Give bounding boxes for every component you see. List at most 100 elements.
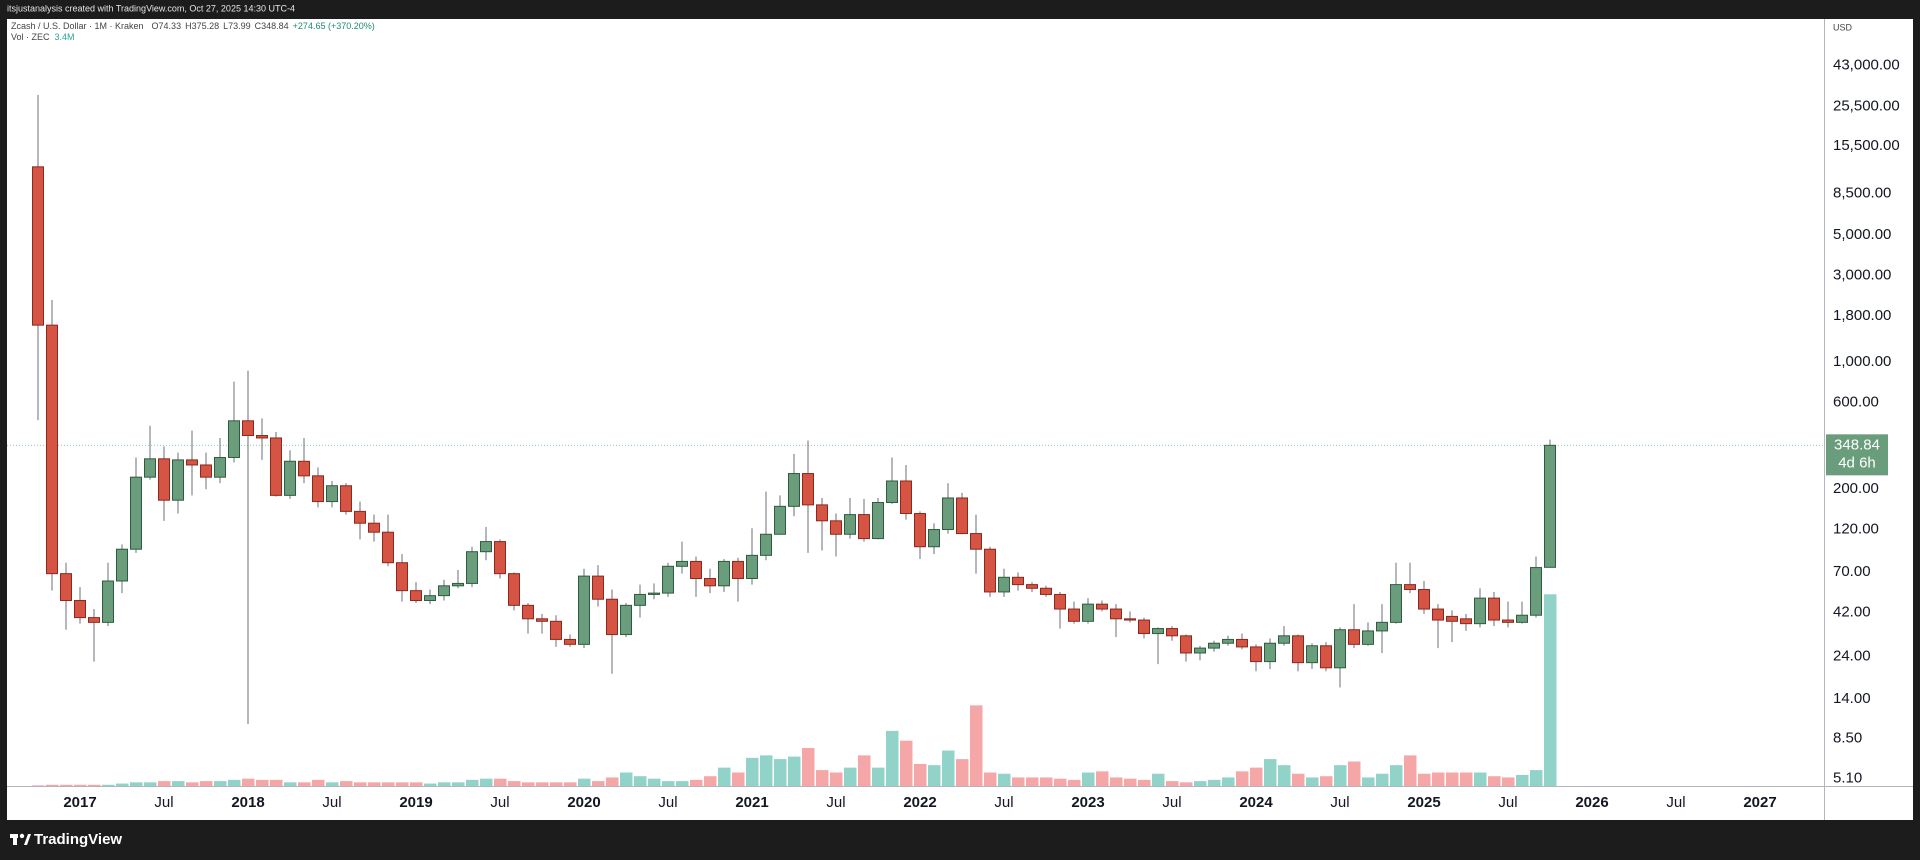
volume-bar: [382, 782, 395, 786]
volume-bar: [760, 755, 773, 786]
volume-bar: [676, 781, 689, 786]
volume-bar: [32, 785, 45, 786]
candle-body: [1152, 628, 1164, 635]
volume-bar: [1306, 777, 1319, 786]
volume-bar: [592, 781, 605, 786]
y-tick-label: 200.00: [1833, 480, 1879, 497]
candle-body: [1418, 589, 1430, 610]
candle-body: [1166, 628, 1178, 637]
candle-body: [256, 435, 268, 439]
candle-body: [844, 514, 856, 535]
candle-body: [1320, 645, 1332, 669]
candle-body: [298, 460, 310, 477]
volume-bar: [606, 777, 619, 786]
y-tick-label: 600.00: [1833, 394, 1879, 411]
candle-body: [984, 548, 996, 593]
volume-bar: [718, 767, 731, 786]
y-tick-label: 120.00: [1833, 520, 1879, 537]
candle-body: [46, 324, 58, 575]
volume-bar: [284, 782, 297, 786]
candle-body: [1446, 615, 1458, 622]
candle-body: [550, 620, 562, 640]
candle-body: [396, 562, 408, 592]
brand: TradingView: [34, 831, 122, 848]
candle-body: [662, 565, 674, 594]
volume-bar: [214, 781, 227, 786]
candle-body: [1054, 593, 1066, 610]
volume-title: Vol · ZEC: [11, 32, 50, 42]
volume-bar: [186, 782, 199, 786]
volume-bar: [550, 782, 563, 786]
volume-bar: [844, 767, 857, 786]
volume-bar: [1068, 779, 1081, 786]
candle-body: [536, 618, 548, 622]
candle-body: [1124, 618, 1136, 621]
y-tick-label: 70.00: [1833, 563, 1871, 580]
candle-body: [690, 560, 702, 580]
candle-body: [760, 533, 772, 556]
volume-bar: [816, 770, 829, 786]
y-tick-label: 1,000.00: [1833, 353, 1891, 370]
volume-bar: [228, 779, 241, 786]
x-tick-label: Jul: [1162, 794, 1181, 811]
x-tick-label: 2025: [1407, 794, 1440, 811]
ohlc-label: C348.84: [255, 21, 289, 31]
candle-body: [32, 166, 44, 326]
volume-bar: [130, 782, 143, 786]
volume-bar: [116, 783, 129, 786]
candle-body: [158, 458, 170, 501]
candle-body: [480, 541, 492, 553]
volume-bar: [578, 778, 591, 786]
x-tick-label: 2019: [399, 794, 432, 811]
candle-body: [368, 522, 380, 533]
volume-bar: [1082, 772, 1095, 786]
change-label: +274.65 (+370.20%): [293, 21, 375, 31]
candle-body: [592, 575, 604, 600]
volume-bar: [74, 784, 87, 786]
candle-body: [214, 456, 226, 478]
candle-body: [116, 548, 128, 582]
volume-bar: [1460, 772, 1473, 786]
candle-body: [144, 458, 156, 478]
volume-bar: [928, 765, 941, 786]
candle-body: [956, 497, 968, 535]
volume-bar: [1166, 781, 1179, 786]
logo-part: [24, 834, 31, 845]
candle-body: [1292, 635, 1304, 664]
volume-bar: [1250, 767, 1263, 786]
volume-bar: [732, 772, 745, 786]
candle-body: [1026, 584, 1038, 589]
x-tick-label: 2021: [735, 794, 768, 811]
candle-body: [942, 497, 954, 531]
candle-body: [732, 560, 744, 580]
candle-body: [1264, 642, 1276, 663]
candle-body: [326, 485, 338, 503]
volume-bar: [1040, 777, 1053, 786]
volume-bar: [46, 784, 59, 786]
candle-body: [424, 595, 436, 602]
volume-bar: [984, 772, 997, 786]
volume-bar: [802, 748, 815, 786]
volume-bar: [662, 781, 675, 786]
candle-body: [970, 533, 982, 550]
volume-bar: [102, 784, 115, 786]
volume-bar: [704, 776, 717, 786]
x-tick-label: Jul: [1498, 794, 1517, 811]
candle-body: [382, 531, 394, 564]
last-price-label: 348.84: [1834, 436, 1880, 453]
volume-bar: [648, 778, 661, 786]
x-tick-label: 2017: [63, 794, 96, 811]
candle-body: [270, 437, 282, 496]
volume-bar: [942, 750, 955, 786]
y-tick-label: 3,000.00: [1833, 267, 1891, 284]
candle-body: [340, 485, 352, 512]
countdown: 4d 6h: [1838, 454, 1876, 471]
candle-body: [312, 475, 324, 503]
volume-bar: [1334, 765, 1347, 786]
x-tick-label: 2022: [903, 794, 936, 811]
volume-bar: [172, 781, 185, 786]
candle-body: [914, 513, 926, 548]
volume-bar: [1012, 777, 1025, 786]
volume-bar: [830, 772, 843, 786]
x-tick-label: 2020: [567, 794, 600, 811]
